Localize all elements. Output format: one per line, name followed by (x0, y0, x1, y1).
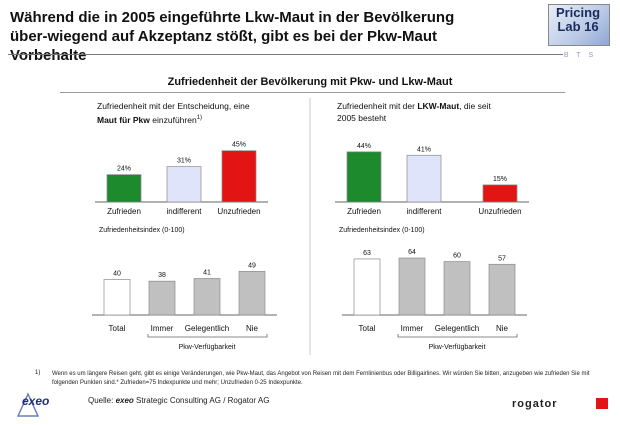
chart-2-value-label-3: 49 (248, 262, 256, 269)
chart-2-category-label-1: Immer (151, 324, 174, 333)
chart-3-bar-3 (488, 263, 516, 316)
footnote-number: 1) (35, 370, 41, 376)
chart-3-group-bracket (397, 334, 518, 338)
rogator-logo (596, 398, 608, 409)
chart-3-bar-1 (398, 257, 426, 316)
logo-line-2: Lab 16 (557, 19, 599, 34)
left-desc-rest: einzuführen (149, 114, 197, 125)
right-panel-description: Zufriedenheit mit der LKW-Maut, die seit… (337, 100, 557, 124)
logo-line-1: Pricing (555, 5, 601, 20)
chart-2-bar-0 (103, 279, 131, 316)
source-prefix: Quelle: (88, 396, 116, 405)
chart-2-bar-3 (238, 271, 266, 316)
exeo-logo-text: exeo (22, 394, 50, 408)
chart-2-category-label-2: Gelegentlich (185, 324, 229, 333)
chart-3-bar-0 (353, 258, 381, 316)
right-desc-line1: Zufriedenheit mit der LKW-Maut, die seit (337, 100, 557, 112)
source-rest: Strategic Consulting AG / Rogator AG (133, 396, 270, 405)
slide-title: Während die in 2005 eingeführte Lkw-Maut… (10, 9, 455, 64)
right-index-label: Zufriedenheitsindex (0-100) (339, 227, 425, 234)
rogator-logo-text: rogator (512, 398, 558, 410)
chart-3-category-label-0: Total (359, 324, 376, 333)
chart-1-value-label-0: 44% (357, 143, 371, 150)
chart-3-category-label-1: Immer (401, 324, 424, 333)
left-index-label: Zufriedenheitsindex (0-100) (99, 227, 185, 234)
chart-1-value-label-2: 15% (493, 176, 507, 183)
chart-2-category-label-3: Nie (246, 324, 259, 333)
pricing-lab-logo (548, 4, 610, 46)
chart-subtitle: Zufriedenheit der Bevölkerung mit Pkw- u… (167, 76, 453, 88)
chart-2-value-label-1: 38 (158, 272, 166, 279)
chart-1-bar-2 (482, 184, 518, 203)
source-bold: exeo (115, 396, 134, 405)
source-line: Quelle: exeo Strategic Consulting AG / R… (88, 396, 269, 405)
chart-1-bar-0 (346, 151, 382, 203)
left-desc-sup: 1) (196, 115, 203, 121)
chart-3-category-label-3: Nie (496, 324, 509, 333)
chart-2-value-label-0: 40 (113, 270, 121, 277)
chart-3-value-label-1: 64 (408, 249, 416, 256)
chart-1-value-label-1: 41% (417, 146, 431, 153)
chart-0-bar-1 (166, 166, 202, 203)
right-desc-pre: Zufriedenheit mit der (337, 101, 418, 111)
left-desc-bold: Maut für Pkw (97, 114, 150, 125)
right-desc-bold: LKW-Maut (417, 101, 460, 111)
chart-2-bar-2 (193, 278, 221, 316)
subtitle-divider (60, 92, 565, 93)
chart-0-bar-2 (221, 150, 257, 203)
right-desc-rest: , die seit (459, 101, 491, 111)
chart-3-bar-2 (443, 261, 471, 316)
chart-1-category-label-2: Unzufrieden (478, 207, 521, 216)
chart-3-category-label-2: Gelegentlich (435, 324, 479, 333)
title-divider (8, 54, 563, 55)
footnote: Wenn es um längere Reisen geht, gibt es … (52, 371, 590, 386)
chart-0-bar-0 (106, 174, 142, 203)
chart-0-value-label-1: 31% (177, 158, 191, 165)
chart-3-value-label-3: 57 (498, 255, 506, 262)
chart-2-bar-1 (148, 280, 176, 316)
chart-2-value-label-2: 41 (203, 270, 211, 277)
chart-3-value-label-2: 60 (453, 253, 461, 260)
chart-2-group-bracket (147, 334, 268, 338)
chart-3-value-label-0: 63 (363, 250, 371, 257)
left-panel-description: Zufriedenheit mit der Entscheidung, eine… (97, 100, 297, 126)
chart-2-group-label: Pkw-Verfügbarkeit (179, 344, 236, 351)
chart-1-category-label-1: indifferent (407, 207, 443, 216)
chart-1-category-label-0: Zufrieden (347, 207, 381, 216)
chart-3-group-label: Pkw-Verfügbarkeit (429, 344, 486, 351)
chart-0-value-label-0: 24% (117, 166, 131, 173)
chart-1-bar-1 (406, 154, 442, 203)
chart-0-category-label-1: indifferent (167, 207, 203, 216)
left-desc-line1: Zufriedenheit mit der Entscheidung, eine (97, 101, 250, 111)
chart-0-value-label-2: 45% (232, 142, 246, 149)
chart-2-category-label-0: Total (109, 324, 126, 333)
right-desc-line2: 2005 besteht (337, 113, 387, 123)
chart-0-category-label-0: Zufrieden (107, 207, 141, 216)
bts-logo: B T S (563, 52, 597, 59)
pricing-lab-logo-text: Pricing Lab 16 (548, 6, 608, 34)
exeo-logo (16, 392, 40, 417)
left-desc-line2: Maut für Pkw einzuführen1) (97, 112, 297, 126)
chart-0-category-label-2: Unzufrieden (217, 207, 260, 216)
